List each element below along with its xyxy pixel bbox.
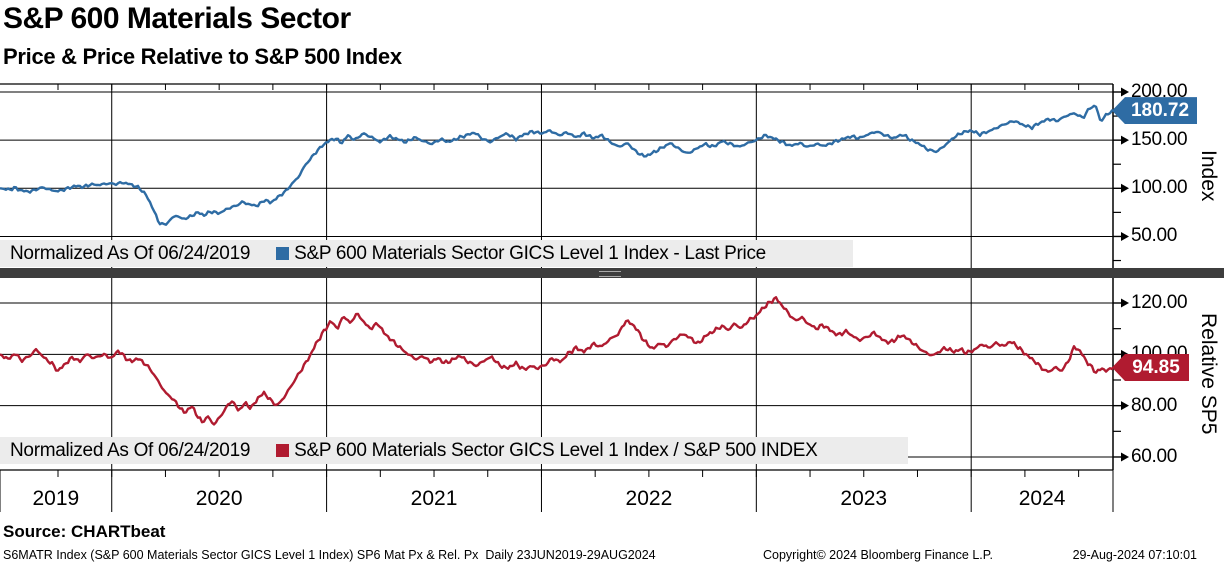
bottom-normalized-label: Normalized As Of 06/24/2019 — [10, 439, 251, 461]
top-panel-axis-title: Index — [1197, 150, 1220, 202]
top-normalized-label: Normalized As Of 06/24/2019 — [10, 242, 251, 264]
panel-separator-drag-handle[interactable] — [599, 271, 621, 277]
page-title: S&P 600 Materials Sector — [3, 2, 351, 35]
page-subtitle: Price & Price Relative to S&P 500 Index — [3, 44, 402, 69]
top-panel-legend: Normalized As Of 06/24/2019 S&P 600 Mate… — [0, 240, 853, 267]
price-series-marker-icon — [276, 247, 290, 260]
timestamp: 29-Aug-2024 07:10:01 — [1072, 548, 1197, 562]
last-price-tag: 180.72 — [1112, 97, 1197, 125]
price-series-label: S&P 600 Materials Sector GICS Level 1 In… — [294, 242, 766, 264]
panel-separator — [0, 268, 1224, 278]
last-relative-value-tag: 94.85 — [1112, 354, 1189, 382]
chart-description: S6MATR Index (S&P 600 Materials Sector G… — [3, 548, 656, 562]
source-label: Source: CHARTbeat — [3, 522, 166, 541]
copyright-notice: Copyright© 2024 Bloomberg Finance L.P. — [763, 548, 993, 562]
bottom-panel-legend: Normalized As Of 06/24/2019 S&P 600 Mate… — [0, 437, 908, 464]
bottom-panel-axis-title: Relative SP5 — [1197, 313, 1220, 435]
relative-series-label: S&P 600 Materials Sector GICS Level 1 In… — [294, 439, 818, 461]
relative-series-marker-icon — [276, 444, 290, 457]
